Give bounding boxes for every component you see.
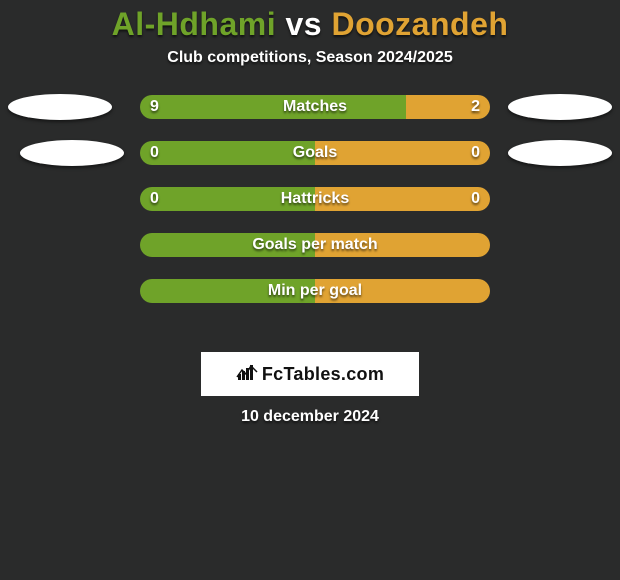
stat-bar-right-fill: [315, 233, 490, 257]
stat-bar-right-fill: [315, 279, 490, 303]
stat-bar-left-fill: [140, 95, 406, 119]
stat-row: Hattricks00: [0, 187, 620, 233]
stat-value-right: 0: [471, 141, 480, 165]
right-team-badge: [508, 94, 612, 120]
stat-row: Goals per match: [0, 233, 620, 279]
stat-value-left: 9: [150, 95, 159, 119]
stat-bar: [140, 187, 490, 211]
right-team-badge: [508, 140, 612, 166]
stat-bar-right-fill: [315, 187, 490, 211]
brand-box: FcTables.com: [201, 352, 419, 396]
stat-bar-right-fill: [315, 141, 490, 165]
left-team-badge: [8, 94, 112, 120]
stat-bar-left-fill: [140, 233, 315, 257]
stat-bar: [140, 279, 490, 303]
title-right-player: Doozandeh: [331, 6, 508, 42]
stat-bar: [140, 233, 490, 257]
stat-bar-left-fill: [140, 141, 315, 165]
subtitle: Club competitions, Season 2024/2025: [0, 49, 620, 67]
left-team-badge: [20, 140, 124, 166]
title-vs: vs: [276, 6, 331, 42]
stat-row: Matches92: [0, 95, 620, 141]
stat-value-left: 0: [150, 187, 159, 211]
stat-bar-left-fill: [140, 187, 315, 211]
stat-bar-left-fill: [140, 279, 315, 303]
stat-row: Goals00: [0, 141, 620, 187]
stat-value-left: 0: [150, 141, 159, 165]
title-left-player: Al-Hdhami: [112, 6, 277, 42]
stat-row: Min per goal: [0, 279, 620, 325]
brand-text: FcTables.com: [262, 364, 384, 385]
stat-bar: [140, 141, 490, 165]
stat-bar: [140, 95, 490, 119]
brand: FcTables.com: [236, 363, 384, 386]
comparison-card: Al-Hdhami vs Doozandeh Club competitions…: [0, 0, 620, 580]
chart-icon: [236, 363, 258, 386]
date: 10 december 2024: [0, 408, 620, 426]
stat-value-right: 2: [471, 95, 480, 119]
page-title: Al-Hdhami vs Doozandeh: [0, 0, 620, 43]
stat-value-right: 0: [471, 187, 480, 211]
stat-rows: Matches92Goals00Hattricks00Goals per mat…: [0, 95, 620, 325]
